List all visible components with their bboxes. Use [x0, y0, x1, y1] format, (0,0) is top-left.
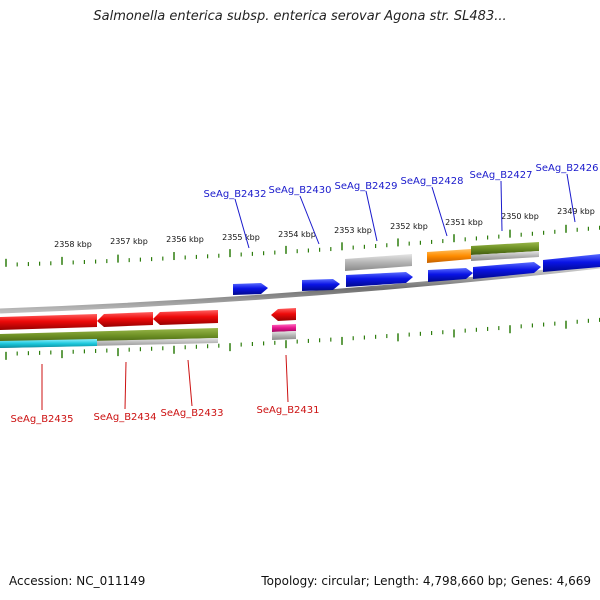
- feature-bar-magenta[interactable]: [272, 324, 296, 332]
- feature-bar-olive[interactable]: [471, 242, 539, 255]
- kbp-tick-label: 2352 kbp: [390, 222, 428, 231]
- gene-label-forward[interactable]: SeAg_B2432: [204, 189, 267, 200]
- cds-forward-arrow[interactable]: [428, 268, 473, 282]
- kbp-tick-label: 2357 kbp: [110, 237, 148, 246]
- callout-line: [431, 186, 448, 237]
- gene-label-forward[interactable]: SeAg_B2430: [269, 185, 332, 196]
- kbp-tick-label: 2349 kbp: [557, 207, 595, 216]
- cds-reverse-arrow[interactable]: [271, 308, 296, 321]
- genome-summary-text: Topology: circular; Length: 4,798,660 bp…: [261, 574, 591, 588]
- reverse-feature-track: [0, 324, 296, 348]
- kbp-tick-label: 2355 kbp: [222, 233, 260, 242]
- callout-line: [299, 195, 320, 245]
- accession-text: Accession: NC_011149: [9, 574, 146, 588]
- cds-reverse-arrow[interactable]: [97, 312, 153, 327]
- gene-label-forward[interactable]: SeAg_B2428: [401, 176, 464, 187]
- feature-bar-gray[interactable]: [272, 331, 296, 340]
- cds-forward-arrow[interactable]: [233, 283, 268, 295]
- cds-forward-arrow[interactable]: [473, 262, 541, 279]
- feature-bar-orange[interactable]: [427, 249, 471, 263]
- genome-backbone: [0, 263, 600, 314]
- cds-forward-arrow[interactable]: [302, 279, 340, 291]
- callout-line: [187, 359, 193, 407]
- forward-feature-track: [345, 242, 539, 271]
- kbp-tick-label: 2353 kbp: [334, 226, 372, 235]
- outer-tick-ruler: [5, 224, 600, 267]
- kbp-tick-label: 2356 kbp: [166, 235, 204, 244]
- callout-line: [234, 198, 250, 249]
- feature-bar-gray[interactable]: [471, 251, 539, 261]
- kbp-tick-label: 2358 kbp: [54, 240, 92, 249]
- forward-cds-track: [233, 254, 600, 295]
- callout-line: [566, 173, 576, 223]
- callout-line: [500, 180, 503, 232]
- gene-label-reverse[interactable]: SeAg_B2431: [257, 405, 320, 416]
- map-title: Salmonella enterica subsp. enterica sero…: [93, 9, 507, 24]
- feature-bar-cyan[interactable]: [0, 339, 97, 348]
- reverse-gene-labels: SeAg_B2435 SeAg_B2434 SeAg_B2433 SeAg_B2…: [11, 354, 320, 425]
- gene-label-reverse[interactable]: SeAg_B2434: [94, 412, 157, 423]
- reverse-cds-track: [0, 308, 296, 330]
- feature-bar-gray[interactable]: [345, 254, 412, 271]
- cds-forward-arrow[interactable]: [543, 254, 600, 272]
- forward-gene-labels: SeAg_B2432 SeAg_B2430 SeAg_B2429 SeAg_B2…: [204, 163, 599, 249]
- callout-line: [124, 361, 127, 410]
- cds-reverse-arrow[interactable]: [0, 314, 97, 330]
- gene-label-forward[interactable]: SeAg_B2426: [536, 163, 599, 174]
- gene-label-reverse[interactable]: SeAg_B2433: [161, 408, 224, 419]
- inner-tick-ruler: [5, 317, 600, 360]
- callout-line: [365, 190, 378, 242]
- gene-label-forward[interactable]: SeAg_B2429: [335, 181, 398, 192]
- kbp-tick-label: 2350 kbp: [501, 212, 539, 221]
- kbp-tick-label: 2351 kbp: [445, 218, 483, 227]
- callout-line: [285, 354, 289, 403]
- cds-reverse-arrow[interactable]: [153, 310, 218, 325]
- kbp-tick-label: 2354 kbp: [278, 230, 316, 239]
- gene-label-forward[interactable]: SeAg_B2427: [470, 170, 533, 181]
- kbp-labels: 2358 kbp 2357 kbp 2356 kbp 2355 kbp 2354…: [54, 207, 595, 249]
- cds-forward-arrow[interactable]: [346, 272, 413, 287]
- gene-label-reverse[interactable]: SeAg_B2435: [11, 414, 74, 425]
